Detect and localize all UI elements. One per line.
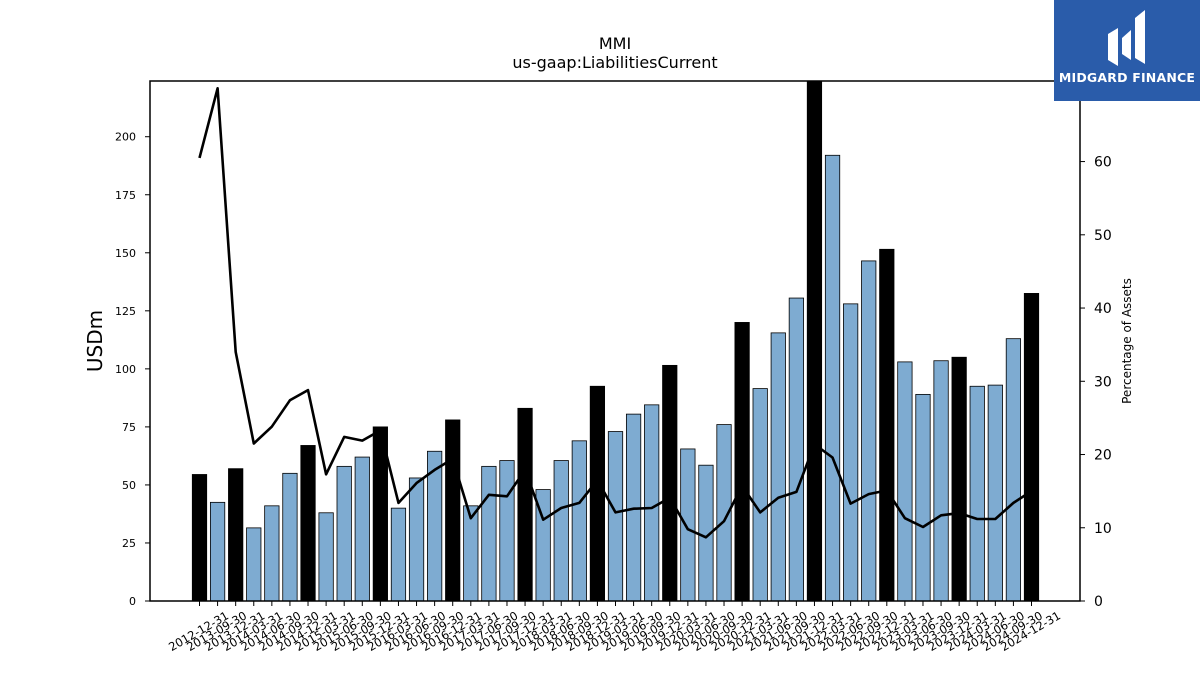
y2-tick-label: 30 bbox=[1094, 374, 1112, 390]
bar bbox=[354, 456, 370, 602]
bar bbox=[499, 460, 515, 602]
brand-name: MIDGARD FINANCE bbox=[1058, 70, 1196, 85]
bar bbox=[336, 465, 352, 602]
bar bbox=[897, 361, 913, 602]
bar bbox=[571, 440, 587, 602]
bar bbox=[680, 448, 696, 602]
bar bbox=[191, 474, 208, 602]
y-tick-label: 100 bbox=[115, 363, 136, 376]
y-tick-label: 125 bbox=[115, 305, 136, 318]
y2-tick-label: 10 bbox=[1094, 521, 1112, 537]
bar-group bbox=[191, 80, 1040, 602]
bar bbox=[951, 356, 967, 602]
bar bbox=[1023, 293, 1040, 602]
bar bbox=[933, 360, 949, 602]
bar bbox=[734, 322, 750, 602]
bar bbox=[987, 384, 1003, 602]
percentage-line-group bbox=[198, 87, 1033, 539]
y-tick-label: 50 bbox=[122, 479, 136, 492]
bar bbox=[481, 465, 497, 602]
bar bbox=[879, 248, 895, 602]
bar bbox=[607, 431, 624, 602]
bar bbox=[264, 505, 280, 602]
bar bbox=[589, 385, 606, 602]
bar bbox=[770, 332, 786, 602]
bar bbox=[915, 393, 931, 602]
bar bbox=[517, 407, 533, 602]
bar bbox=[824, 154, 841, 602]
y-tick-label: 175 bbox=[115, 189, 136, 202]
bar bbox=[662, 364, 678, 602]
chart-subtitle: us-gaap:LiabilitiesCurrent bbox=[512, 53, 717, 72]
x-axis: 2012-12-312013-09-302013-12-312014-03-31… bbox=[166, 601, 1063, 654]
percentage-line bbox=[198, 87, 1033, 539]
y-tick-label: 75 bbox=[122, 421, 136, 434]
y2-tick-label: 40 bbox=[1094, 301, 1112, 317]
y2-axis-label: Percentage of Assets bbox=[1120, 278, 1134, 404]
bar bbox=[300, 445, 316, 602]
bar bbox=[843, 303, 859, 602]
bar bbox=[318, 512, 334, 602]
bar bbox=[390, 507, 407, 602]
y-tick-label: 200 bbox=[115, 131, 136, 144]
brand-logo: MIDGARD FINANCE bbox=[1054, 0, 1200, 101]
y2-tick-label: 50 bbox=[1094, 228, 1112, 244]
bar bbox=[788, 297, 804, 602]
bar bbox=[752, 388, 768, 602]
bar bbox=[861, 260, 877, 602]
bar bbox=[969, 385, 985, 602]
bar bbox=[246, 527, 262, 602]
bar bbox=[408, 477, 425, 602]
bar bbox=[644, 404, 660, 602]
y-tick-label: 150 bbox=[115, 247, 136, 260]
y2-tick-label: 20 bbox=[1094, 448, 1112, 464]
bar bbox=[209, 501, 226, 602]
bar bbox=[228, 468, 244, 602]
y-tick-label: 25 bbox=[122, 537, 136, 550]
midgard-logo-icon bbox=[1108, 10, 1145, 66]
y-axis-left: 0 25 50 75 100 125 150 175 200 bbox=[115, 131, 150, 608]
y2-tick-label: 0 bbox=[1094, 594, 1103, 610]
y2-tick-label: 60 bbox=[1094, 155, 1112, 171]
y-axis-label: USDm bbox=[83, 310, 107, 372]
bar bbox=[463, 505, 479, 602]
y-tick-label: 0 bbox=[129, 595, 136, 608]
bar bbox=[445, 419, 461, 602]
y-axis-right: 0 10 20 30 40 50 60 bbox=[1080, 155, 1112, 610]
bar bbox=[553, 460, 569, 602]
bar bbox=[282, 472, 298, 602]
bar bbox=[1005, 338, 1022, 602]
bar bbox=[806, 80, 823, 602]
chart-title: MMI bbox=[599, 34, 631, 53]
